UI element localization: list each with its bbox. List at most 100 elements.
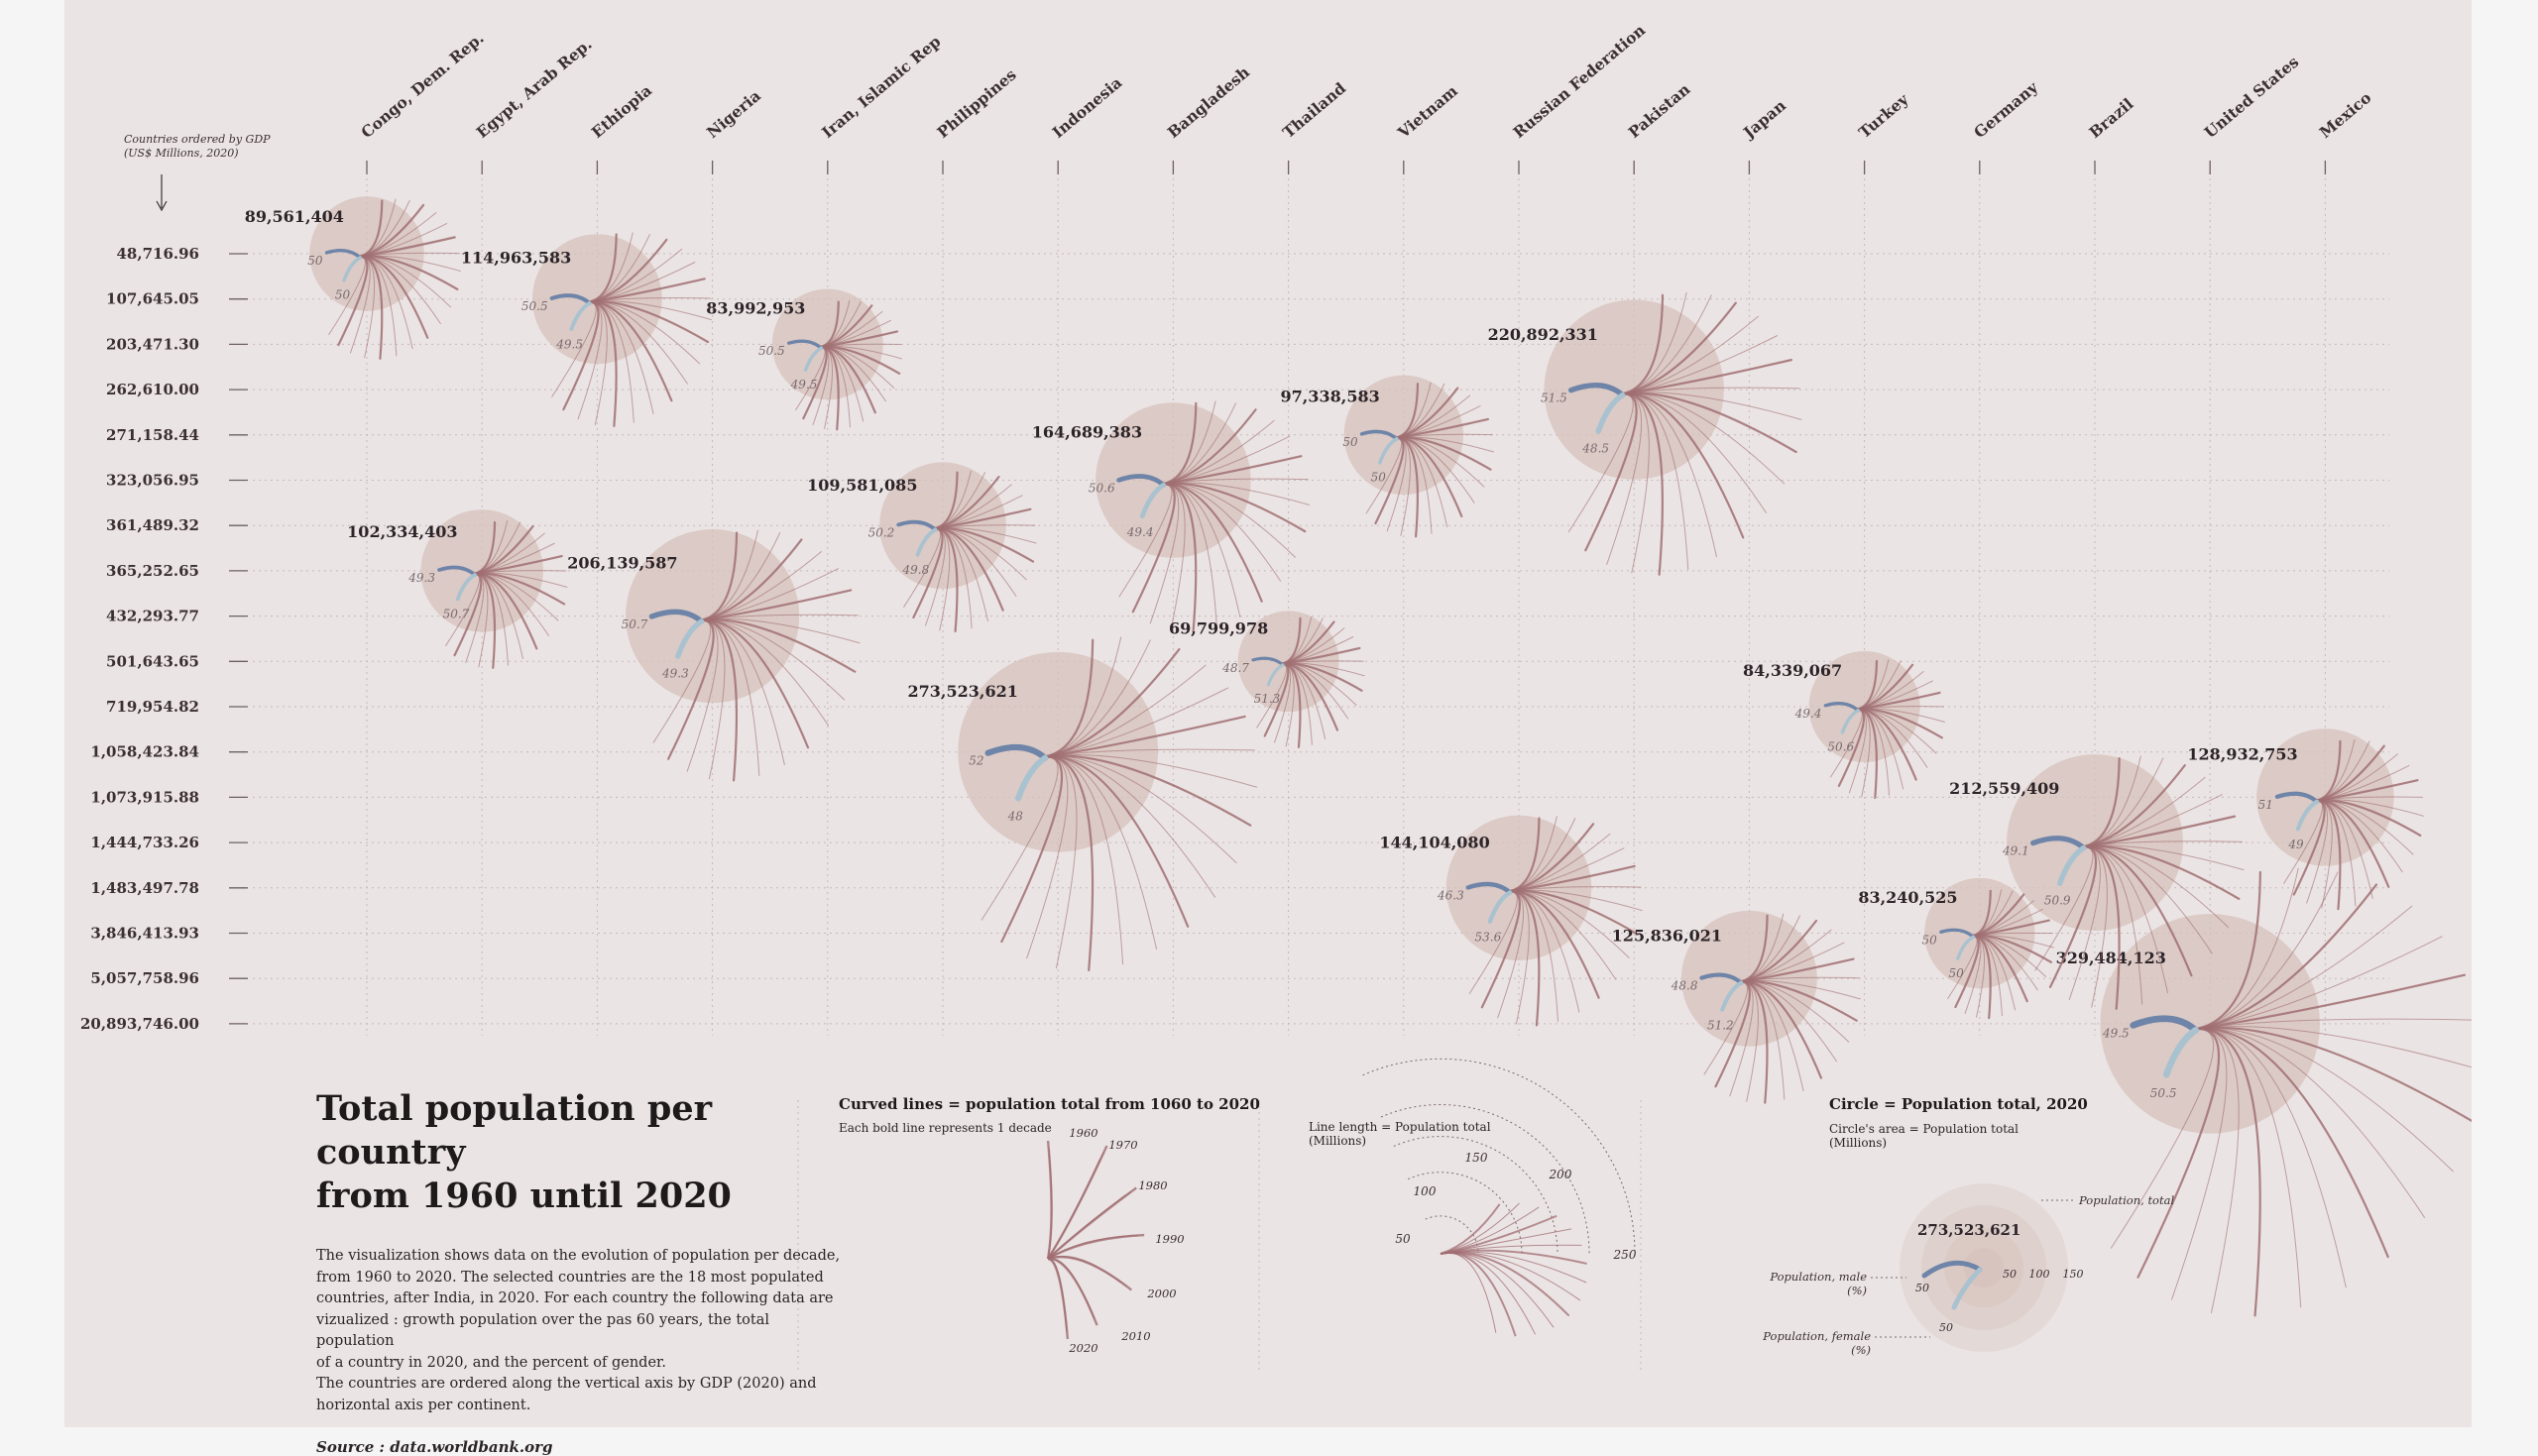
population-label: 109,581,085 [807, 476, 917, 495]
population-label: 128,932,753 [2187, 744, 2297, 763]
total-legend-label: Population, total [2078, 1193, 2174, 1207]
legend-year-label: 1960 [1069, 1126, 1097, 1140]
decade-ray [1041, 754, 1252, 827]
male-percent-label: 50.7 [622, 617, 648, 631]
decade-ray [2193, 1027, 2454, 1173]
female-percent-label: 50.6 [1827, 740, 1854, 754]
country-label-congo-dem-rep: Congo, Dem. Rep. [357, 29, 487, 142]
male-share-stroke [896, 519, 938, 532]
population-label: 97,338,583 [1281, 388, 1380, 406]
glyph-united-states: 329,484,123 49.5 50.5 [2056, 867, 2472, 1317]
female-percent-label: 49.5 [555, 337, 583, 351]
legend-decade-line [1047, 1257, 1098, 1326]
decade-ray [1042, 755, 1237, 863]
gdp-tick-label: 5,057,758.96 [90, 969, 199, 987]
text-line: Population, female [1762, 1329, 1871, 1343]
length-scale-arc [1408, 1172, 1523, 1255]
female-share-stroke [675, 618, 705, 659]
chart-description: The visualization shows data on the evol… [316, 1248, 841, 1413]
male-legend-label: Population, male (%) [1769, 1270, 1867, 1297]
female-percent-label: 49.3 [661, 666, 689, 680]
length-scale-label: 150 [1465, 1151, 1488, 1165]
glyph-bangladesh: 164,689,383 50.6 49.4 [1032, 400, 1311, 633]
population-label: 125,836,021 [1612, 927, 1722, 946]
text-line: (%) [1847, 1284, 1867, 1297]
female-percent-label: 49 [2287, 838, 2304, 851]
decade-ray [981, 756, 1059, 921]
gdp-tick-label: 323,056.95 [106, 472, 199, 490]
male-example-value: 50 [1915, 1282, 1929, 1294]
legend-decade-line [1047, 1255, 1132, 1291]
glyph-mexico: 128,932,753 51 49 [2187, 728, 2424, 911]
decade-ray [2192, 1026, 2472, 1123]
glyph-ethiopia: 114,963,583 50.5 49.5 [461, 232, 713, 427]
length-legend-ray [1440, 1228, 1572, 1255]
male-percent-label: 50.6 [1089, 481, 1115, 495]
legend-decade-line [1046, 1140, 1053, 1260]
decade-ray [2192, 1027, 2261, 1317]
gdp-tick-label: 107,645.05 [106, 290, 199, 308]
female-example-value: 50 [1939, 1321, 1953, 1334]
legend-decade-line [1046, 1145, 1108, 1260]
legend-decade-line [1047, 1186, 1137, 1260]
male-share-stroke [786, 339, 824, 350]
text-line: Line length = Population total [1309, 1120, 1491, 1134]
male-share-stroke [2030, 836, 2087, 851]
glyph-congo-dem-rep: 89,561,404 50 50 [245, 196, 461, 360]
gdp-tick-label: 203,471.30 [106, 335, 199, 353]
chart-panel: Countries ordered by GDP (US$ Millions, 2… [64, 0, 2472, 1456]
male-percent-label: 49.5 [2102, 1026, 2130, 1040]
decade-ray [2034, 845, 2094, 971]
text-line: (%) [1851, 1343, 1871, 1357]
female-percent-label: 48 [1007, 810, 1024, 824]
legend-year-label: 1970 [1108, 1138, 1137, 1152]
glyph-russian-federation: 144,104,080 46.3 53.6 [1379, 815, 1643, 1027]
length-legend-ray [1440, 1252, 1497, 1333]
legend-year-label: 1990 [1155, 1232, 1184, 1246]
country-label-iran-islamic-rep: Iran, Islamic Rep [818, 32, 944, 142]
gdp-tick-label: 1,444,733.26 [90, 834, 199, 851]
country-label-united-states: United States [2201, 52, 2303, 142]
country-label-ethiopia: Ethiopia [588, 80, 655, 142]
female-percent-label: 50.5 [2150, 1086, 2177, 1100]
male-percent-label: 48.7 [1221, 661, 1249, 675]
female-share-stroke [1378, 437, 1399, 465]
population-label: 212,559,409 [1949, 779, 2059, 798]
text-line: Population, male [1769, 1270, 1867, 1284]
female-share-stroke [455, 573, 477, 602]
male-share-stroke [1823, 702, 1860, 713]
female-share-stroke [1720, 980, 1744, 1012]
female-percent-label: 50 [335, 287, 351, 301]
male-share-stroke [1359, 429, 1399, 441]
female-percent-label: 50 [1371, 471, 1387, 485]
female-share-stroke [1595, 392, 1626, 434]
chart-source: Source : data.worldbank.org [316, 1438, 553, 1456]
circle-example-value: 273,523,621 [1917, 1221, 2020, 1239]
male-percent-label: 51.5 [1541, 392, 1567, 405]
length-scale-arc [1362, 1058, 1636, 1255]
female-percent-label: 50.9 [2044, 894, 2071, 908]
decade-ray [2192, 973, 2467, 1031]
female-share-stroke [2056, 844, 2087, 886]
length-scale-label: 50 [1395, 1232, 1411, 1246]
decade-ray [652, 619, 712, 743]
length-scale-label: 100 [1414, 1184, 1437, 1198]
decade-ray [2192, 883, 2378, 1031]
decade-ray [903, 527, 942, 608]
gdp-tick-label: 432,293.77 [106, 608, 199, 625]
country-label-nigeria: Nigeria [703, 86, 764, 142]
length-scale-arc [1393, 1136, 1558, 1255]
country-label-egypt-arab-rep: Egypt, Arab Rep. [473, 35, 596, 142]
decade-ray [2192, 1027, 2389, 1259]
decade-ray [1468, 890, 1518, 995]
female-legend-label: Population, female (%) [1762, 1329, 1871, 1357]
country-label-thailand: Thailand [1279, 78, 1349, 142]
length-legend-ray [1440, 1252, 1537, 1335]
decade-ray [2193, 905, 2413, 1030]
glyph-thailand: 69,799,978 48.7 51.3 [1169, 611, 1365, 748]
male-percent-label: 49.3 [407, 571, 435, 585]
gdp-tick-label: 3,846,413.93 [90, 925, 199, 943]
male-percent-label: 50 [1342, 435, 1358, 449]
population-label: 273,523,621 [908, 682, 1018, 701]
female-example-stroke [1951, 1267, 1983, 1310]
